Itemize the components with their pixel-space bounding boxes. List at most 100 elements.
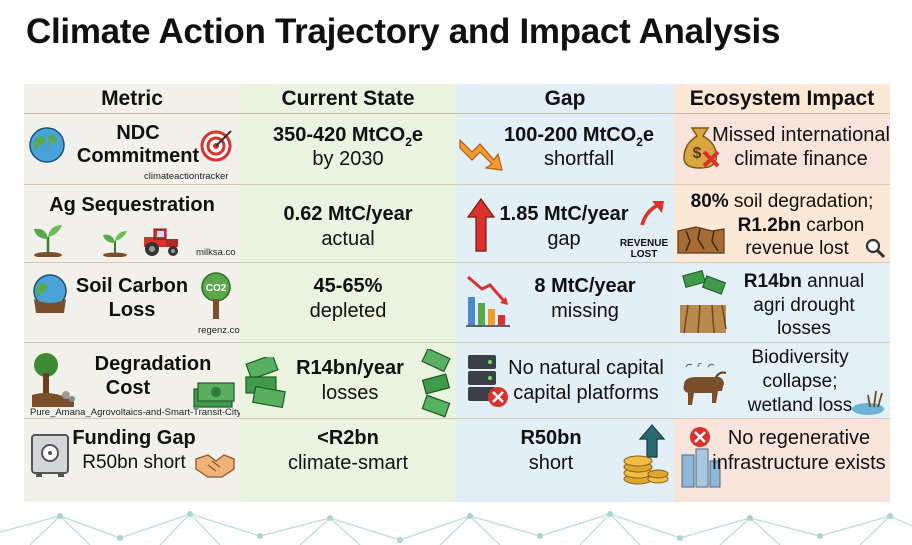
row1-gap: 100-200 MtCO2e shortfall (456, 114, 674, 185)
row4-gap-line1: No natural capital (508, 357, 664, 379)
row5-gap: R50bn short (456, 419, 674, 502)
row5-gap-note: short (528, 452, 574, 474)
bar-chart-down-icon (466, 275, 510, 327)
row1-metric-line2: Commitment (76, 145, 200, 167)
network-decoration (0, 511, 912, 545)
row4-gap: No natural capital capital platforms (456, 343, 674, 419)
row4-impact: Biodiversity collapse; wetland loss (674, 343, 890, 419)
row4-impact-line2: collapse; (762, 371, 838, 392)
row2-source: milksa.co (196, 247, 236, 258)
magnifier-icon (865, 238, 886, 259)
row1-impact-line1: Missed international (712, 124, 890, 146)
row2-metric: Ag Sequestration milksa.co (24, 185, 240, 263)
globe-icon (33, 274, 67, 313)
row5-current-value: <R2bn (317, 427, 379, 449)
row2-impact: 80% soil degradation; R1.2bn carbon reve… (674, 185, 890, 263)
tractor-icon (144, 228, 178, 256)
money-icon (421, 349, 451, 418)
row3-metric-line2: Loss (108, 299, 156, 321)
row5-metric: Funding Gap R50bn short (24, 419, 240, 502)
target-icon (200, 130, 232, 162)
row2-gap-value: 1.85 MtC/year (499, 203, 629, 225)
row2-current-note: actual (321, 228, 375, 250)
row1-current-value: 350-420 MtCO2e (272, 124, 424, 149)
sprout-icon (103, 231, 127, 257)
row5-metric-note: R50bn short (82, 452, 186, 473)
row1-metric: NDC Commitment climateactiontracker (24, 114, 240, 185)
row5-impact-line1: No regenerative (727, 427, 871, 449)
page-title: Climate Action Trajectory and Impact Ana… (26, 12, 781, 51)
row5-current-note: climate-smart (287, 452, 408, 474)
svg-text:$: $ (693, 145, 702, 162)
row2-impact-line2: R1.2bn carbon (737, 215, 865, 236)
sprout-icon (34, 225, 62, 257)
row3-metric-line1: Soil Carbon (75, 275, 189, 297)
coins-up-icon (623, 424, 669, 485)
row1-impact: $ Missed international climate finance (674, 114, 890, 185)
co2-label: CO2 (206, 283, 227, 294)
row4-metric-line2: Cost (105, 377, 151, 399)
row3-metric: Soil Carbon Loss CO2 regenz.co (24, 263, 240, 343)
row2-metric-line1: Ag Sequestration (49, 194, 215, 216)
up-arrow-icon (466, 197, 496, 252)
row5-metric-bold: Funding Gap (72, 427, 196, 449)
row4-impact-line1: Biodiversity (751, 347, 849, 368)
row1-current: 350-420 MtCO2e by 2030 (240, 114, 456, 185)
row5-impact: No regenerative infrastructure exists (674, 419, 890, 502)
row3-gap: 8 MtC/year missing (456, 263, 674, 343)
row2-current-value: 0.62 MtC/year (283, 203, 413, 225)
row4-metric: Degradation Cost Pure_Amana_Agrovoltaics… (24, 343, 240, 419)
row2-current: 0.62 MtC/year actual (240, 185, 456, 263)
row1-gap-note: shortfall (543, 148, 615, 170)
row2-impact-line3: revenue lost (745, 238, 849, 259)
row3-gap-note: missing (551, 300, 619, 322)
header-metric: Metric (24, 84, 240, 114)
row2-gap-note: gap (547, 228, 581, 250)
impact-table: Metric Current State Gap Ecosystem Impac… (24, 84, 890, 502)
row4-source: Pure_Amana_Agrovoltaics-and-Smart-Transi… (30, 407, 240, 418)
row3-impact-line2: agri drought (753, 295, 855, 316)
row3-current-value: 45-65% (313, 275, 383, 297)
header-ecosystem-impact: Ecosystem Impact (674, 84, 890, 114)
row2-gap: 1.85 MtC/year gap REVENUE LOST (456, 185, 674, 263)
badge-line1: REVENUE (619, 238, 669, 249)
badge-line2: LOST (630, 249, 658, 260)
row4-gap-line2: capital platforms (513, 382, 659, 404)
up-arrow-icon (640, 201, 664, 226)
row3-source: regenz.co (198, 325, 240, 336)
row3-impact-line3: losses (777, 318, 831, 339)
row1-gap-value: 100-200 MtCO2e (503, 124, 655, 149)
row3-gap-value: 8 MtC/year (534, 275, 636, 297)
revenue-lost-badge: REVENUE LOST (614, 238, 674, 260)
falling-arrow-icon (459, 138, 503, 171)
row5-gap-value: R50bn (520, 427, 582, 449)
row1-current-note: by 2030 (312, 148, 384, 170)
header-current-state: Current State (240, 84, 456, 114)
handshake-icon (195, 454, 235, 478)
row1-impact-line2: climate finance (734, 148, 868, 170)
tree-icon (32, 353, 75, 407)
row1-source: climateactiontracker (144, 171, 229, 182)
buffalo-icon (683, 363, 727, 405)
wetland-icon (852, 390, 884, 415)
row4-impact-line3: wetland loss (747, 395, 853, 416)
row4-current-value: R14bn/year (296, 357, 404, 379)
safe-icon (31, 434, 69, 477)
row3-impact: R14bn annual agri drought losses (674, 263, 890, 343)
money-bag-x-icon: $ (683, 127, 720, 169)
globe-icon (29, 127, 65, 163)
row3-current-note: depleted (309, 300, 387, 322)
dry-field-icon (680, 270, 727, 334)
row1-metric-line1: NDC (116, 122, 160, 144)
header-gap: Gap (456, 84, 674, 114)
row5-impact-line2: infrastructure exists (712, 452, 886, 474)
row3-impact-line1: R14bn annual (743, 271, 865, 292)
row4-current: R14bn/year losses (240, 343, 456, 419)
row2-impact-line1: 80% soil degradation; (690, 191, 874, 212)
row3-current: 45-65% depleted (240, 263, 456, 343)
city-x-icon (681, 427, 721, 488)
money-icon (245, 357, 286, 409)
server-x-icon (468, 355, 508, 407)
row5-current: <R2bn climate-smart (240, 419, 456, 502)
money-icon (193, 382, 235, 408)
